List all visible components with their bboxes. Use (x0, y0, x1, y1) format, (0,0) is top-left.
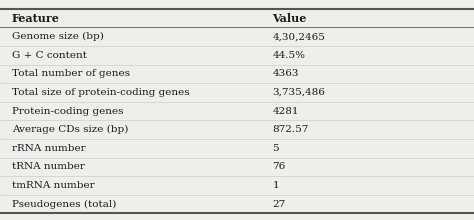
Text: Total size of protein-coding genes: Total size of protein-coding genes (12, 88, 190, 97)
Text: 44.5%: 44.5% (273, 51, 306, 60)
Text: 27: 27 (273, 200, 286, 209)
Text: 872.57: 872.57 (273, 125, 309, 134)
Text: Pseudogenes (total): Pseudogenes (total) (12, 200, 116, 209)
Text: Total number of genes: Total number of genes (12, 69, 130, 78)
Text: 76: 76 (273, 162, 286, 171)
Text: Feature: Feature (12, 13, 60, 24)
Text: G + C content: G + C content (12, 51, 87, 60)
Text: 3,735,486: 3,735,486 (273, 88, 326, 97)
Text: 4281: 4281 (273, 107, 299, 116)
Text: tRNA number: tRNA number (12, 162, 85, 171)
Text: tmRNA number: tmRNA number (12, 181, 94, 190)
Text: 1: 1 (273, 181, 279, 190)
Text: Genome size (bp): Genome size (bp) (12, 32, 104, 41)
Text: Value: Value (273, 13, 307, 24)
Text: rRNA number: rRNA number (12, 144, 85, 153)
Text: Protein-coding genes: Protein-coding genes (12, 107, 123, 116)
Text: 5: 5 (273, 144, 279, 153)
Text: 4363: 4363 (273, 69, 299, 78)
Text: 4,30,2465: 4,30,2465 (273, 32, 326, 41)
Text: Average CDs size (bp): Average CDs size (bp) (12, 125, 128, 134)
